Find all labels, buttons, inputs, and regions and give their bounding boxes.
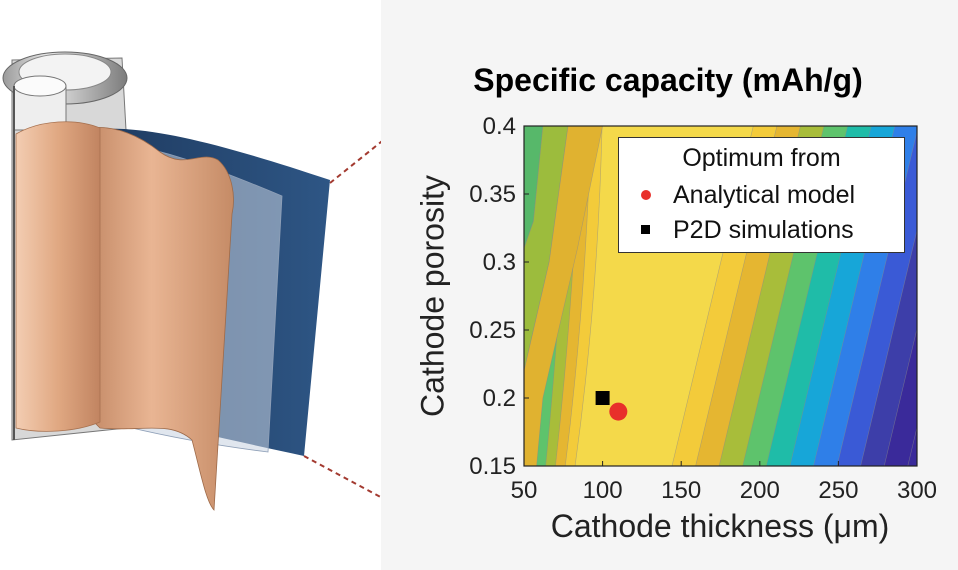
x-tick-label: 150 xyxy=(661,477,701,504)
x-tick-label: 250 xyxy=(818,477,858,504)
x-tick-label: 100 xyxy=(583,477,623,504)
y-tick-label: 0.3 xyxy=(483,249,516,276)
y-tick-label: 0.35 xyxy=(469,181,516,208)
x-axis-label: Cathode thickness (μm) xyxy=(550,508,890,544)
x-tick-label: 50 xyxy=(511,477,538,504)
p2d-optimum-marker xyxy=(595,391,610,405)
x-tick-label: 200 xyxy=(740,477,780,504)
x-tick-label: 300 xyxy=(897,477,937,504)
y-axis-label: Cathode porosity xyxy=(414,175,451,417)
legend: Optimum from Analytical model P2D simula… xyxy=(618,137,905,253)
y-tick-label: 0.25 xyxy=(469,317,516,344)
legend-title: Optimum from xyxy=(682,144,841,172)
y-tick-label: 0.15 xyxy=(469,453,516,480)
legend-label-analytical-model: Analytical model xyxy=(673,181,856,209)
chart-title: Specific capacity (mAh/g) xyxy=(473,62,863,98)
y-tick-label: 0.4 xyxy=(483,113,516,140)
legend-label-p2d-simulations: P2D simulations xyxy=(673,216,854,244)
legend-marker-square xyxy=(641,225,650,234)
analytical-optimum-marker xyxy=(609,402,628,421)
contour-band-left xyxy=(524,126,603,466)
y-tick-label: 0.2 xyxy=(483,385,516,412)
legend-marker-circle xyxy=(641,190,651,200)
